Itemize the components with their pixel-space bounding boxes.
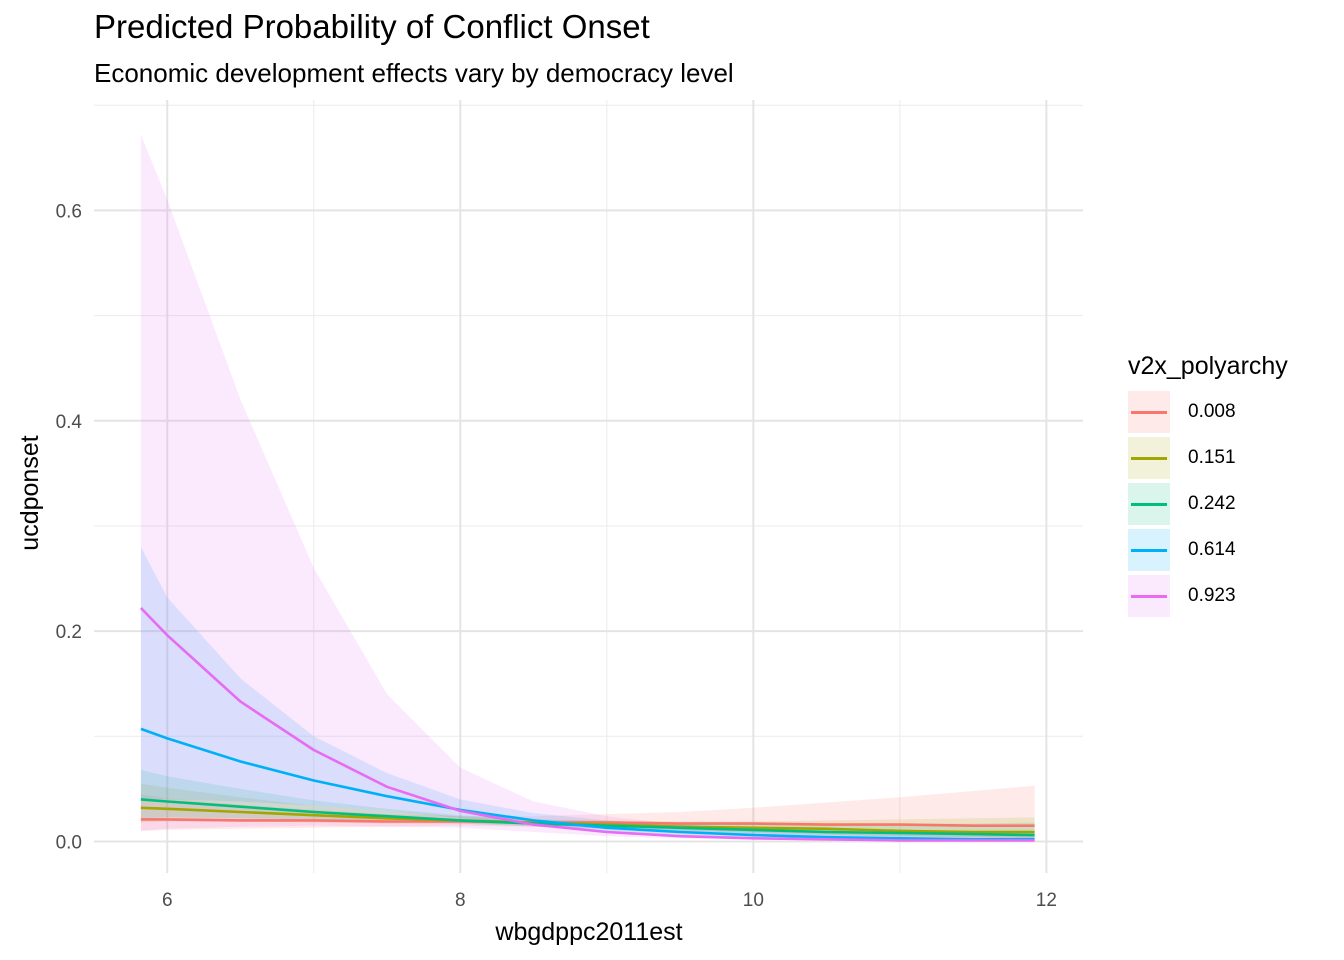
y-tick-label: 0.2 [56,622,82,643]
x-tick-label: 10 [743,890,764,911]
chart-title: Predicted Probability of Conflict Onset [94,8,650,45]
y-tick-label: 0.6 [56,201,82,222]
legend-item-0.923: 0.923 [1128,573,1288,619]
legend-item-0.614: 0.614 [1128,527,1288,573]
legend-key-line [1131,595,1167,598]
x-tick-label: 6 [162,890,173,911]
minor-gridlines [94,100,1083,873]
legend-item-0.242: 0.242 [1128,481,1288,527]
series-line-0.923 [139,607,1035,842]
legend-key [1128,437,1170,479]
legend-key-line [1131,457,1167,460]
x-axis-title: wbgdppc2011est [494,918,682,946]
legend-item-0.151: 0.151 [1128,435,1288,481]
legend-key [1128,529,1170,571]
legend-label: 0.614 [1188,539,1236,560]
legend-label: 0.242 [1188,493,1236,514]
legend-label: 0.008 [1188,401,1236,422]
confidence-ribbons [140,134,1035,842]
chart-subtitle: Economic development effects vary by dem… [94,58,734,88]
legend-label: 0.923 [1188,585,1236,606]
legend-items: 0.008 0.151 0.242 0.614 0.923 [1128,389,1288,619]
legend-key [1128,391,1170,433]
y-tick-label: 0.4 [56,412,83,433]
y-tick-labels: 0.0 0.2 0.4 0.6 [56,201,83,853]
y-tick-label: 0.0 [56,832,82,853]
x-tick-labels: 6 8 10 12 [162,890,1057,911]
legend-key [1128,483,1170,525]
legend-key-line [1131,549,1167,552]
legend: v2x_polyarchy 0.008 0.151 0.242 0.614 0.923 [1128,352,1288,619]
legend-key-line [1131,503,1167,506]
major-gridlines [94,100,1083,873]
ribbon-0.923 [140,134,1035,842]
series-line-0.614 [140,727,1035,841]
legend-key [1128,575,1170,617]
legend-key-line [1131,411,1167,414]
x-tick-label: 12 [1036,890,1057,911]
x-tick-label: 8 [455,890,466,911]
legend-item-0.008: 0.008 [1128,389,1288,435]
ribbon-0.614 [140,547,1035,842]
y-axis-title: ucdponset [16,435,44,550]
legend-label: 0.151 [1188,447,1236,468]
legend-title: v2x_polyarchy [1128,352,1288,380]
series-lines [139,607,1035,842]
